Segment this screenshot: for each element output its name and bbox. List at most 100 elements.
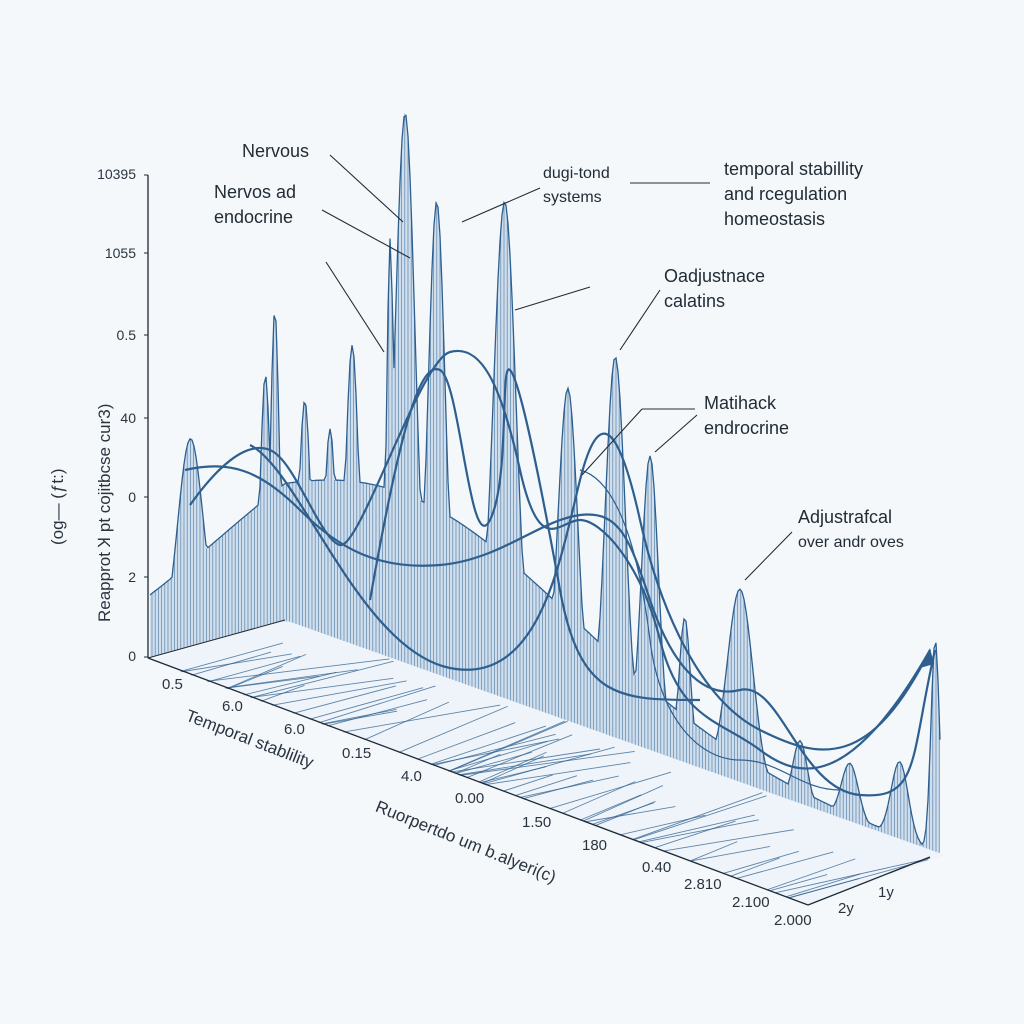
x-axis-line [147, 657, 809, 906]
annotation-nervos-endocrine: Nervos ad endocrine [214, 182, 297, 227]
trend-curve [368, 367, 701, 702]
x-tick: 0.00 [455, 790, 485, 807]
floor-line [250, 660, 394, 699]
annotation-systems: dugi-tond systems [543, 165, 610, 206]
floor-line [430, 725, 547, 765]
x-tick: 1.50 [522, 814, 552, 831]
annotation-leader-line [619, 289, 661, 351]
x-tick: 2.000 [774, 912, 812, 929]
surface-fill [150, 115, 940, 854]
depth-tick: 2y [838, 900, 854, 917]
annotation-leader-line [514, 286, 591, 311]
floor-line [640, 819, 759, 844]
annotation-leader-line [744, 531, 793, 581]
floor-line [654, 820, 736, 849]
y-tick: 2 [128, 569, 136, 585]
axes [144, 174, 931, 906]
x-tick: 0.15 [342, 745, 372, 762]
floor-line [433, 733, 556, 766]
floor-line [619, 814, 706, 836]
depth-axis-line [807, 856, 931, 906]
x-tick: 0.5 [162, 676, 183, 693]
floor-line [549, 771, 672, 810]
floor-line [321, 708, 397, 725]
x-tick: 180 [582, 837, 608, 854]
y-tick: 0.5 [116, 327, 136, 343]
floor-line [343, 704, 501, 733]
floor-line [243, 671, 337, 696]
floor-line [633, 795, 767, 841]
floor-line [484, 762, 631, 786]
x-tick: 2.100 [732, 894, 770, 911]
floor-line [309, 687, 424, 720]
floor-line [180, 642, 283, 672]
annotation-matihack: Matihack endrocrine [704, 393, 790, 438]
floor-line [769, 874, 828, 892]
floor-line [271, 680, 407, 706]
x-tick: 6.0 [284, 721, 305, 738]
floor-line [730, 857, 780, 877]
annotation-leader-line [654, 414, 698, 453]
floor-line [207, 658, 390, 682]
annotation-leaders [321, 154, 793, 581]
floor-line [250, 677, 394, 698]
annotation-leader-line [461, 187, 541, 223]
floor-line [448, 740, 548, 772]
trend-curve [189, 349, 931, 770]
trend-curve [249, 432, 931, 751]
floor-line [775, 857, 930, 894]
floor-line [293, 685, 396, 714]
depth-tick: 1y [878, 884, 894, 901]
floor-line [481, 755, 544, 784]
floor-line [181, 653, 292, 673]
floor-line [582, 785, 664, 822]
surface-outline [149, 114, 941, 846]
floor-line [448, 720, 565, 772]
y-axis-label-line-1: (og— (ƒt:) [48, 468, 67, 545]
floor-line [579, 794, 642, 821]
annotation-homeostasis: temporal stabillity and rcegulation homeos… [724, 159, 864, 229]
x-tick: 2.810 [684, 876, 722, 893]
floor-line [322, 710, 398, 725]
floor-line [502, 774, 553, 792]
floor-line [736, 851, 834, 879]
y-tick: 40 [120, 410, 136, 426]
trend-curves [184, 349, 937, 797]
floor-line [788, 878, 860, 899]
arrowhead-icon [920, 648, 934, 668]
floor-line [638, 814, 755, 843]
floor-line [723, 850, 799, 874]
floor-line [514, 775, 578, 797]
floor-line [459, 750, 635, 776]
floor-line [785, 873, 861, 898]
floor-line [478, 751, 547, 783]
floor-line [208, 655, 301, 683]
y-tick: 0 [128, 648, 136, 664]
floor-line [519, 775, 619, 799]
annotation-calatins: Oadjustnace calatins [664, 266, 766, 311]
floor-plane [150, 620, 945, 905]
floor-line [482, 746, 615, 785]
y-tick: 0 [128, 489, 136, 505]
x-tick: 4.0 [401, 768, 422, 785]
y-tick: 10395 [97, 166, 136, 182]
annotation-adjustrafcal: Adjustrafcal over andr oves [798, 507, 904, 551]
trend-curve [579, 469, 841, 791]
y-tick: 1055 [104, 245, 136, 261]
floor-line [690, 846, 771, 862]
floor-line [562, 781, 636, 814]
floor-back-edge [147, 619, 286, 659]
surface-bars [149, 113, 941, 854]
floor-line [225, 675, 319, 689]
x-tick: 0.40 [642, 859, 672, 876]
floor-line [416, 722, 516, 760]
floor-line [584, 806, 676, 823]
floor-line [766, 858, 856, 891]
floor-line [454, 751, 532, 775]
floor-line [594, 801, 656, 827]
floor-line [466, 734, 573, 779]
floor-line [450, 748, 601, 773]
annotation-leader-line [581, 408, 643, 476]
y-axis-label-line-2: Reapprot Ʞ pt cojitbcse cur3) [95, 403, 114, 622]
